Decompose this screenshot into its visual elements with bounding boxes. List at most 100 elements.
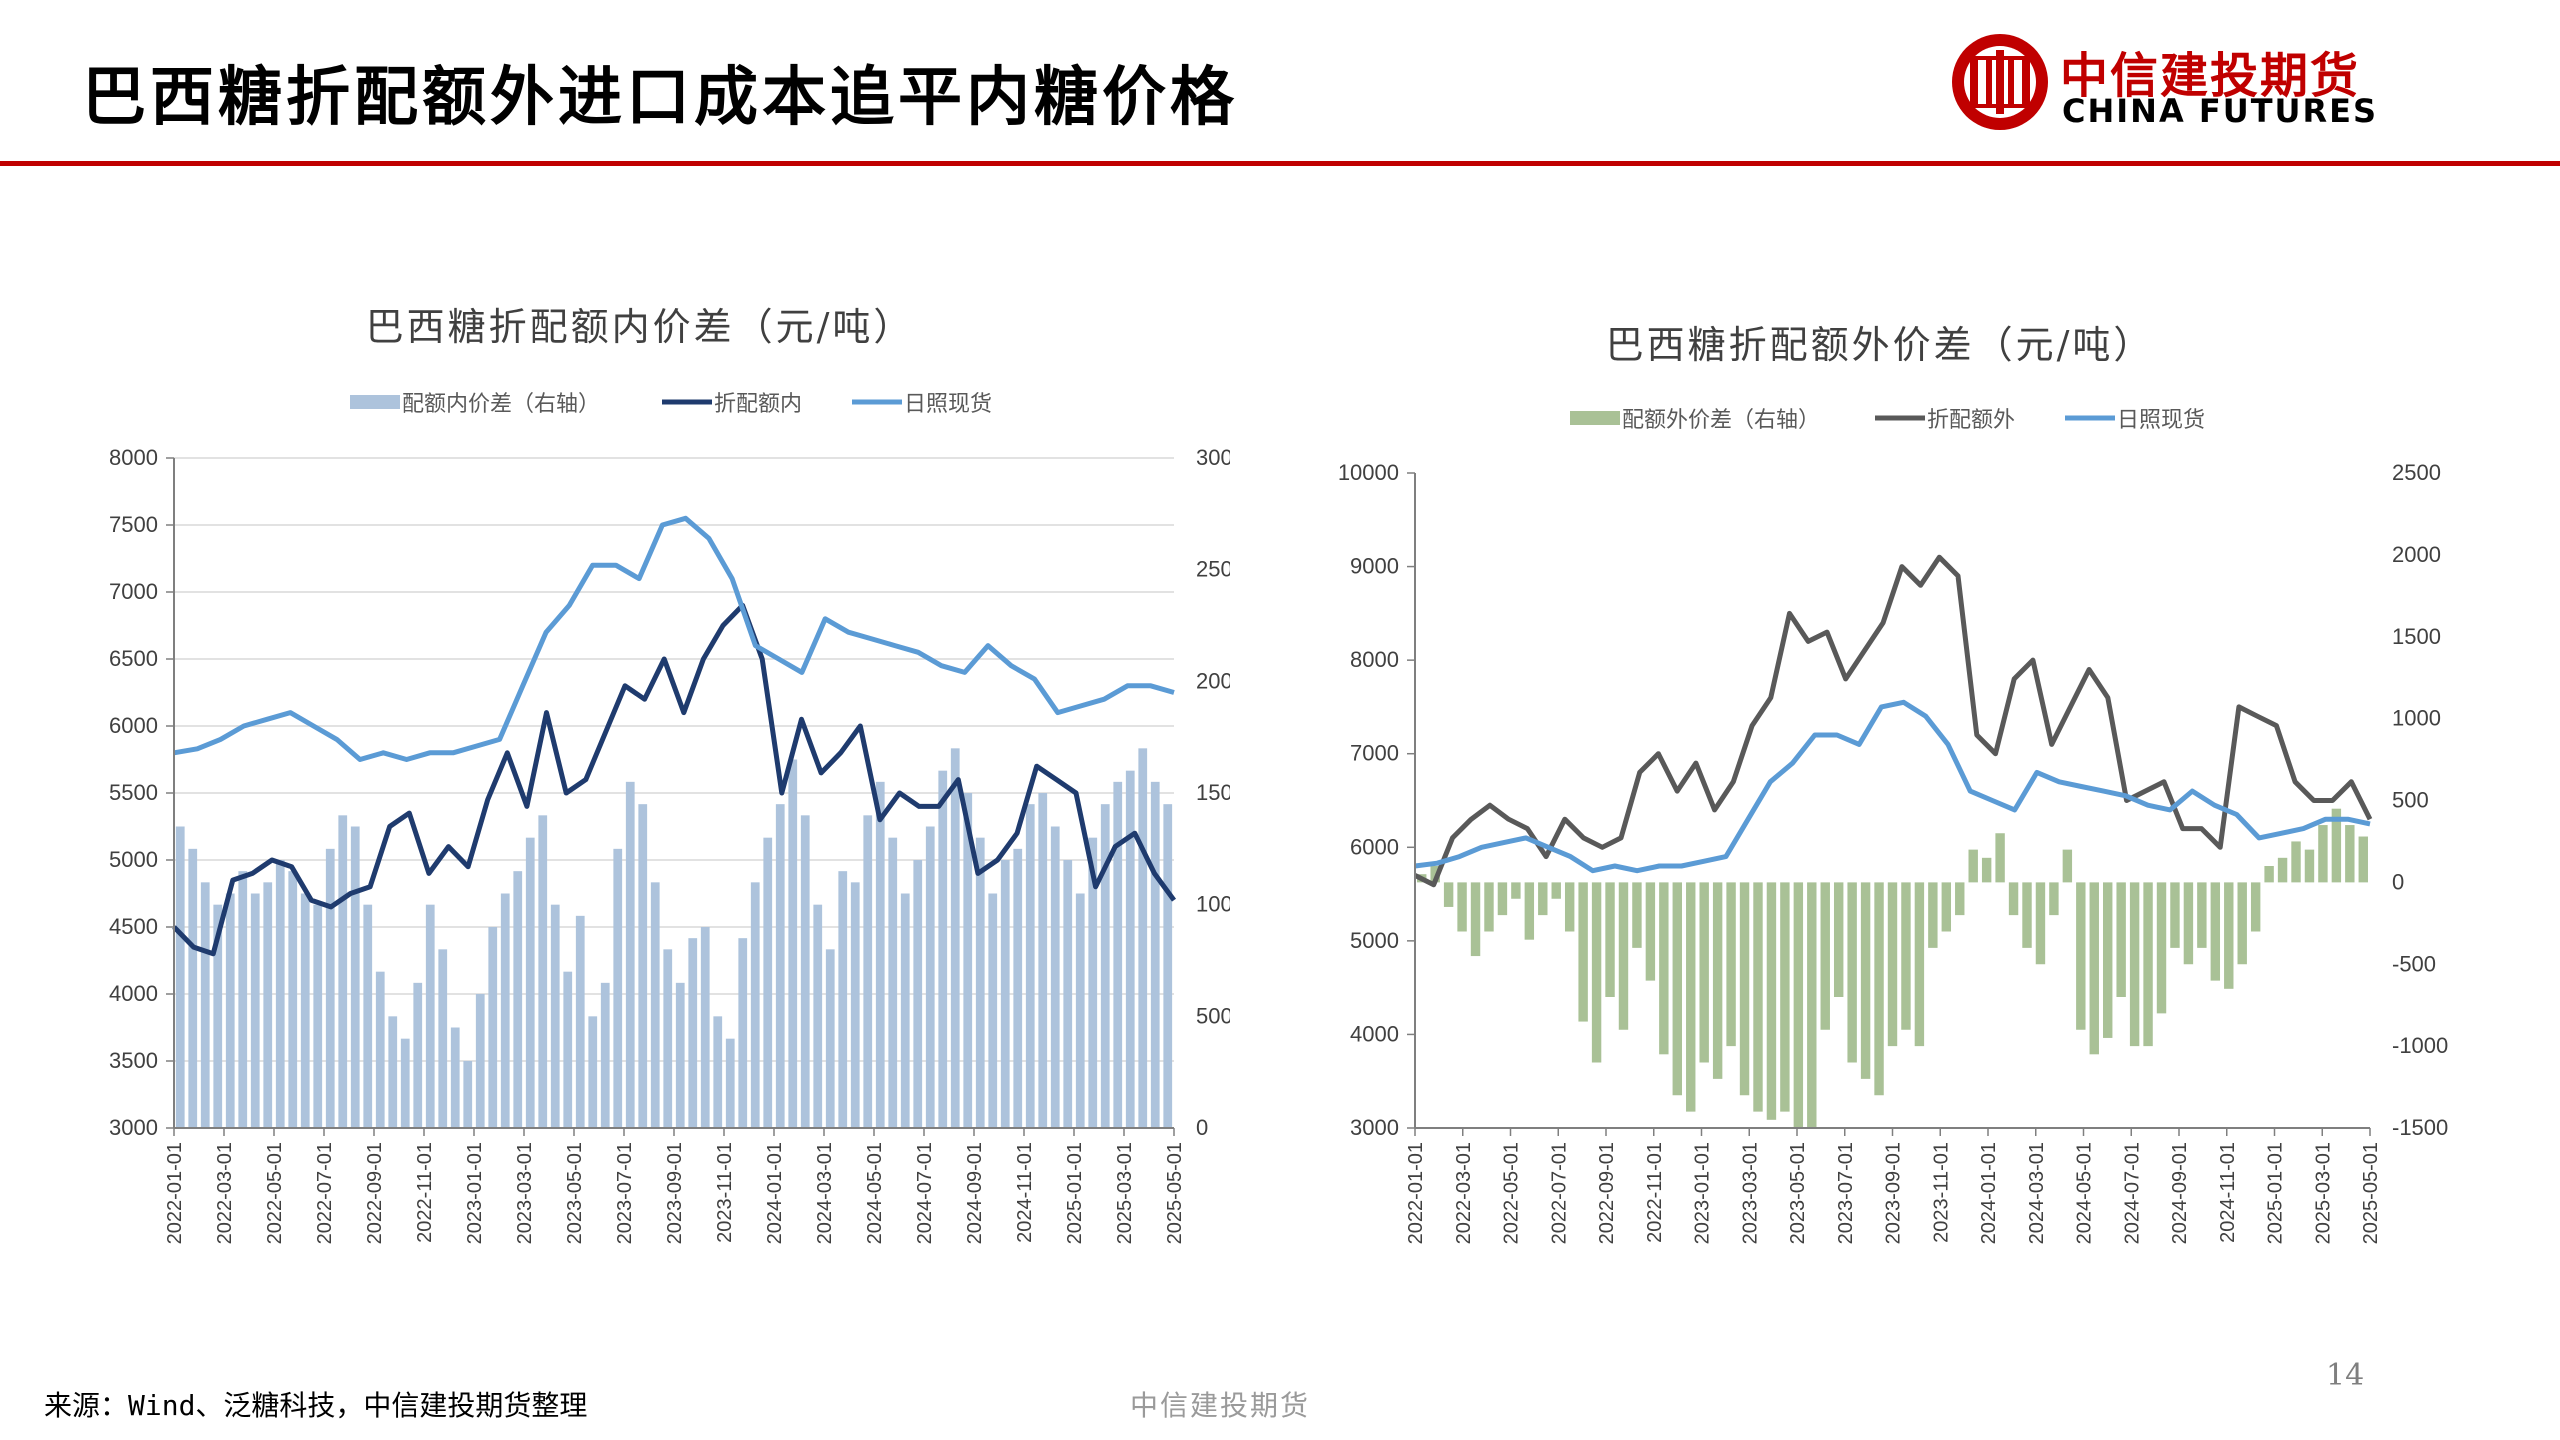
spread-bar	[1497, 882, 1508, 916]
spread-bar	[225, 893, 235, 1128]
spread-bar	[1901, 882, 1911, 1030]
spread-bar	[2062, 849, 2073, 883]
spread-bar	[188, 848, 198, 1128]
spread-bar	[875, 781, 885, 1128]
legend-label-1: 折配额内	[714, 391, 802, 416]
y-right-tick-label: 1000	[1196, 892, 1230, 917]
spread-bar	[1591, 882, 1602, 1063]
x-tick-label: 2024-07-01	[2121, 1142, 2143, 1244]
title-divider	[0, 161, 2560, 166]
spread-bar	[313, 904, 323, 1128]
page-title: 巴西糖折配额外进口成本追平内糖价格	[82, 60, 1238, 135]
spread-bar	[1968, 849, 1978, 883]
x-tick-label: 2023-07-01	[1835, 1142, 1857, 1244]
y-left-tick-label: 3500	[109, 1048, 158, 1073]
spread-bar	[175, 826, 185, 1128]
spread-bar	[1928, 882, 1938, 948]
spread-bar	[663, 949, 673, 1128]
y-right-tick-label: 2000	[2392, 542, 2441, 567]
spread-bar	[938, 770, 948, 1128]
spread-bar	[575, 915, 585, 1128]
spread-bar	[413, 982, 423, 1128]
x-tick-label: 2024-11-01	[2217, 1142, 2239, 1243]
y-left-tick-label: 3000	[109, 1115, 158, 1140]
spread-bar	[1125, 770, 1135, 1128]
x-tick-label: 2023-01-01	[1692, 1142, 1714, 1244]
spread-bar	[988, 893, 998, 1128]
y-right-tick-label: 0	[2392, 869, 2404, 894]
x-tick-label: 2024-03-01	[814, 1142, 836, 1244]
spread-bar	[1113, 781, 1123, 1128]
y-left-tick-label: 6000	[1350, 834, 1399, 859]
x-tick-label: 2024-07-01	[914, 1142, 936, 1244]
outer-quota-spread-chart: 巴西糖折配额外价差（元/吨） 配额外价差（右轴） 折配额外 日照现货 3000 4000 5…	[1338, 323, 2448, 1244]
china-futures-logo-icon	[1952, 34, 2048, 130]
y-left-tick-label: 6000	[109, 713, 158, 738]
y-left-tick-label: 4000	[1350, 1021, 1399, 1046]
spread-bar	[325, 848, 335, 1128]
spread-bar	[350, 826, 360, 1128]
y-left-tick-label: 3000	[1350, 1115, 1399, 1140]
y-left-tick-label: 9000	[1350, 554, 1399, 579]
spread-bar	[613, 848, 623, 1128]
spread-bar	[1699, 882, 1709, 1063]
y-right-tick-label: 3000	[1196, 445, 1230, 470]
x-tick-label: 2022-05-01	[264, 1142, 286, 1244]
spread-bar	[2210, 882, 2221, 981]
legend-label-1: 折配额外	[1927, 407, 2015, 432]
spread-bar	[775, 804, 785, 1128]
spread-bar	[525, 837, 535, 1128]
y-right-tick-label: 0	[1196, 1115, 1208, 1140]
spread-bar	[288, 871, 298, 1128]
inner-quota-spread-chart: 巴西糖折配额内价差（元/吨） 配额内价差（右轴） 折配额内 日照现货 3000 3500 4…	[109, 305, 1230, 1244]
spot-price-line	[1414, 699, 2371, 874]
spread-bar	[2103, 882, 2113, 1038]
y-right-tick-label: 2500	[2392, 460, 2441, 485]
page-number: 14	[2326, 1358, 2365, 1393]
spread-bar	[1484, 882, 1494, 932]
spread-bar	[400, 1038, 410, 1128]
spread-bar	[825, 949, 835, 1128]
spread-bar	[1941, 882, 1952, 932]
source-note: 来源：Wind、泛糖科技，中信建投期货整理	[44, 1389, 588, 1422]
spread-bar	[1672, 882, 1682, 1096]
spread-bar	[725, 1038, 735, 1128]
spread-bar	[200, 882, 210, 1128]
spread-bar	[2035, 882, 2046, 965]
spread-bar	[2291, 841, 2301, 883]
spread-bar	[213, 904, 223, 1128]
spread-bar	[963, 793, 973, 1128]
spread-bar	[1753, 882, 1763, 1112]
spread-bar	[638, 804, 648, 1128]
spread-bar	[1457, 882, 1467, 932]
spread-bar	[738, 938, 748, 1128]
y-left-tick-label: 6500	[109, 646, 158, 671]
spread-bar	[338, 815, 348, 1128]
x-tick-label: 2024-11-01	[1014, 1142, 1036, 1243]
spread-bar	[1538, 882, 1548, 916]
x-tick-label: 2025-01-01	[2265, 1142, 2287, 1244]
x-tick-label: 2023-07-01	[614, 1142, 636, 1244]
spread-bar	[1860, 882, 1871, 1079]
spread-bar	[813, 904, 823, 1128]
x-tick-label: 2022-01-01	[1405, 1142, 1427, 1244]
spread-bar	[275, 860, 285, 1128]
spread-bar	[2156, 882, 2167, 1014]
spread-bar	[2318, 825, 2328, 883]
y-right-tick-label: 500	[2392, 788, 2429, 813]
spread-bar	[1063, 860, 1073, 1128]
spread-bar	[1088, 837, 1098, 1128]
spread-bar	[1511, 882, 1521, 899]
spread-bar	[1013, 848, 1023, 1128]
x-tick-label: 2025-05-01	[2360, 1142, 2382, 1244]
spread-bar	[1618, 882, 1629, 1030]
spread-bar	[2116, 882, 2126, 997]
spread-bar	[2129, 882, 2140, 1047]
spread-bar	[1981, 857, 1992, 883]
y-left-tick-label: 8000	[1350, 647, 1399, 672]
x-tick-label: 2024-05-01	[2074, 1142, 2096, 1244]
spread-bar	[650, 882, 660, 1128]
y-right-tick-label: -500	[2392, 951, 2436, 976]
x-tick-label: 2024-09-01	[964, 1142, 986, 1244]
spread-bar	[438, 949, 448, 1128]
